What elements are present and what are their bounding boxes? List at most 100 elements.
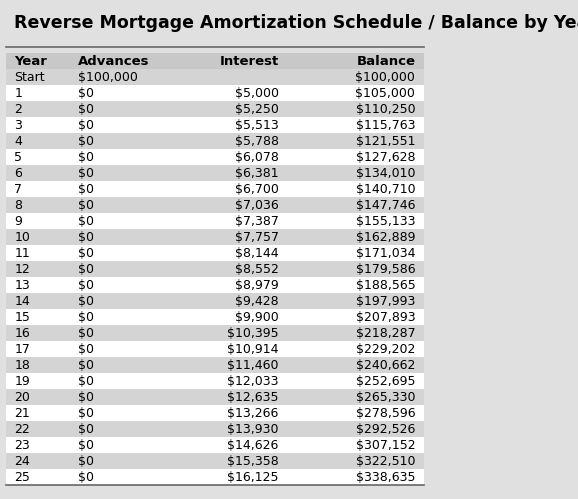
Text: $16,125: $16,125 <box>227 471 279 484</box>
Text: 1: 1 <box>14 87 22 100</box>
Bar <box>6 53 424 69</box>
Bar <box>6 325 424 341</box>
Text: $0: $0 <box>78 231 94 244</box>
Bar <box>6 261 424 277</box>
Text: 6: 6 <box>14 167 22 180</box>
Text: $0: $0 <box>78 423 94 436</box>
Bar <box>6 373 424 389</box>
Text: $140,710: $140,710 <box>355 183 416 196</box>
Text: 3: 3 <box>14 119 22 132</box>
Text: $9,428: $9,428 <box>235 295 279 308</box>
Bar <box>6 421 424 437</box>
Text: $240,662: $240,662 <box>356 359 416 372</box>
Text: 19: 19 <box>14 375 30 388</box>
Text: $278,596: $278,596 <box>355 407 416 420</box>
Bar <box>6 133 424 149</box>
Bar <box>6 405 424 421</box>
Text: $171,034: $171,034 <box>356 247 416 260</box>
Text: 21: 21 <box>14 407 30 420</box>
Text: 8: 8 <box>14 199 22 212</box>
Text: $0: $0 <box>78 343 94 356</box>
Bar <box>6 293 424 309</box>
Text: $338,635: $338,635 <box>356 471 416 484</box>
Text: $8,552: $8,552 <box>235 263 279 276</box>
Bar <box>6 357 424 373</box>
Text: $8,979: $8,979 <box>235 279 279 292</box>
Text: Balance: Balance <box>356 55 416 68</box>
Text: $7,036: $7,036 <box>235 199 279 212</box>
Bar <box>6 309 424 325</box>
Text: 25: 25 <box>14 471 30 484</box>
Text: $127,628: $127,628 <box>356 151 416 164</box>
Text: 2: 2 <box>14 103 22 116</box>
Text: $5,788: $5,788 <box>235 135 279 148</box>
Text: $0: $0 <box>78 247 94 260</box>
Text: $0: $0 <box>78 87 94 100</box>
Text: $134,010: $134,010 <box>356 167 416 180</box>
Text: $100,000: $100,000 <box>78 71 138 84</box>
Text: $13,930: $13,930 <box>227 423 279 436</box>
Text: $5,513: $5,513 <box>235 119 279 132</box>
Text: 18: 18 <box>14 359 30 372</box>
Text: 5: 5 <box>14 151 22 164</box>
Text: $0: $0 <box>78 199 94 212</box>
Text: $5,250: $5,250 <box>235 103 279 116</box>
Text: $13,266: $13,266 <box>227 407 279 420</box>
Text: $121,551: $121,551 <box>356 135 416 148</box>
Text: $155,133: $155,133 <box>356 215 416 228</box>
Text: $0: $0 <box>78 183 94 196</box>
Text: $10,914: $10,914 <box>227 343 279 356</box>
Bar <box>6 69 424 85</box>
Text: 20: 20 <box>14 391 30 404</box>
Text: $14,626: $14,626 <box>227 439 279 452</box>
Bar <box>6 389 424 405</box>
Text: 13: 13 <box>14 279 30 292</box>
Text: $7,757: $7,757 <box>235 231 279 244</box>
Text: $0: $0 <box>78 455 94 468</box>
Bar <box>6 214 424 230</box>
Text: $0: $0 <box>78 359 94 372</box>
Text: $179,586: $179,586 <box>355 263 416 276</box>
Text: $6,700: $6,700 <box>235 183 279 196</box>
Text: $12,635: $12,635 <box>227 391 279 404</box>
Text: $110,250: $110,250 <box>355 103 416 116</box>
Bar <box>6 85 424 101</box>
Text: $0: $0 <box>78 215 94 228</box>
Text: $15,358: $15,358 <box>227 455 279 468</box>
Text: Reverse Mortgage Amortization Schedule / Balance by Year: Reverse Mortgage Amortization Schedule /… <box>14 14 578 32</box>
Text: $0: $0 <box>78 311 94 324</box>
Text: $5,000: $5,000 <box>235 87 279 100</box>
Text: $218,287: $218,287 <box>355 327 416 340</box>
Text: Start: Start <box>14 71 45 84</box>
Text: $8,144: $8,144 <box>235 247 279 260</box>
Text: 23: 23 <box>14 439 30 452</box>
Text: 7: 7 <box>14 183 22 196</box>
Text: $188,565: $188,565 <box>355 279 416 292</box>
Text: $12,033: $12,033 <box>227 375 279 388</box>
Text: Advances: Advances <box>78 55 150 68</box>
Text: 4: 4 <box>14 135 22 148</box>
Text: $229,202: $229,202 <box>356 343 416 356</box>
Bar <box>6 230 424 246</box>
Bar <box>6 149 424 165</box>
Text: 9: 9 <box>14 215 22 228</box>
Text: $0: $0 <box>78 375 94 388</box>
Text: $0: $0 <box>78 391 94 404</box>
Text: $265,330: $265,330 <box>356 391 416 404</box>
Text: 11: 11 <box>14 247 30 260</box>
Text: $0: $0 <box>78 151 94 164</box>
Text: Interest: Interest <box>220 55 279 68</box>
Text: $252,695: $252,695 <box>356 375 416 388</box>
Text: $307,152: $307,152 <box>355 439 416 452</box>
Text: 14: 14 <box>14 295 30 308</box>
Text: $0: $0 <box>78 327 94 340</box>
Text: $0: $0 <box>78 279 94 292</box>
Text: $207,893: $207,893 <box>355 311 416 324</box>
Text: $0: $0 <box>78 135 94 148</box>
Bar <box>6 453 424 469</box>
Text: 12: 12 <box>14 263 30 276</box>
Bar <box>6 341 424 357</box>
Text: $0: $0 <box>78 439 94 452</box>
Bar <box>6 277 424 293</box>
Text: $147,746: $147,746 <box>356 199 416 212</box>
